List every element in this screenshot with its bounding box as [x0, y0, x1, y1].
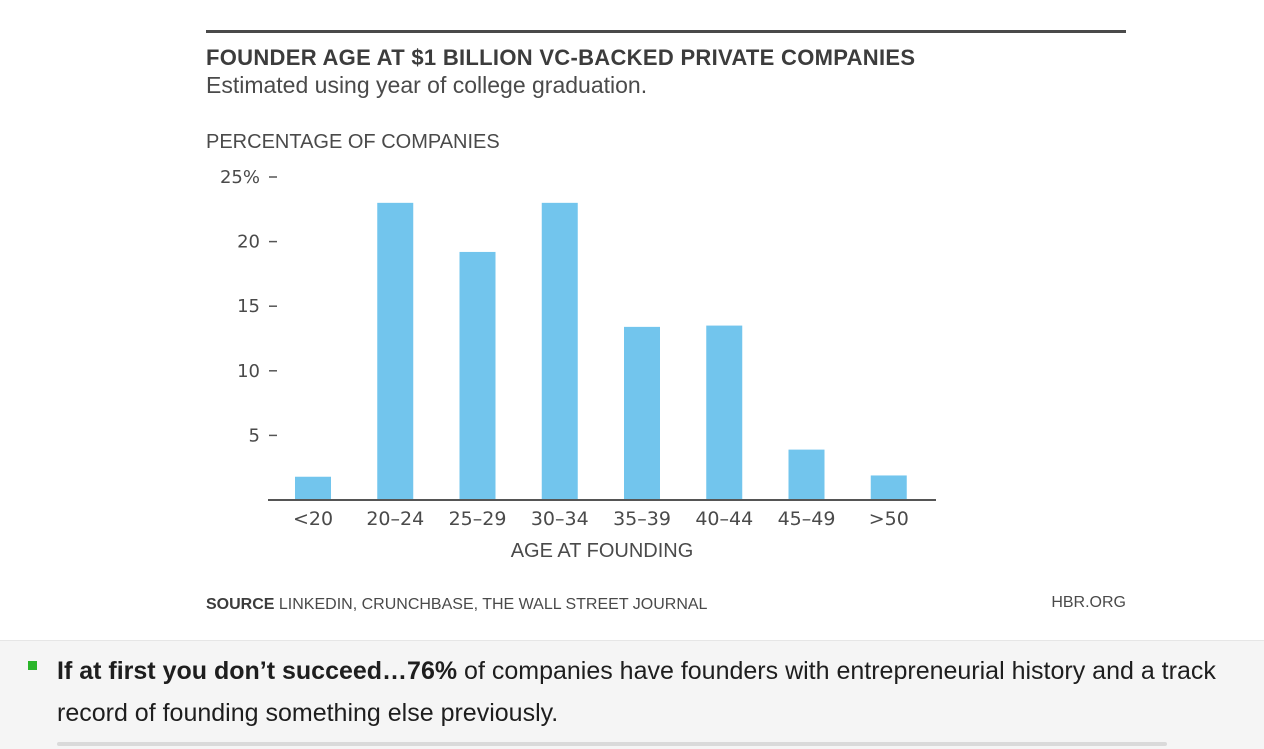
y-tick-label: 5: [249, 425, 260, 446]
chart-subtitle: Estimated using year of college graduati…: [206, 72, 648, 98]
x-tick-label: 25–29: [449, 508, 507, 530]
source-text: LINKEDIN, CRUNCHBASE, THE WALL STREET JO…: [278, 596, 708, 613]
bar: [706, 325, 743, 500]
bar: [788, 449, 825, 500]
x-tick-label: 40–44: [695, 508, 753, 530]
bar: [377, 202, 414, 500]
bullet-marker: [28, 661, 37, 670]
bar: [459, 251, 496, 500]
article-note: [0, 640, 1264, 749]
y-axis-label: PERCENTAGE OF COMPANIES: [206, 131, 500, 153]
y-tick-label: 25%: [220, 167, 260, 188]
chart-title: FOUNDER AGE AT $1 BILLION VC-BACKED PRIV…: [206, 45, 916, 70]
x-tick-label: >50: [869, 508, 909, 530]
next-line-cutoff: [57, 734, 1167, 748]
bar-chart: 5 10 15 20 25% <20 20–24 25–29 30–34 35–39 40–44 45…: [220, 167, 936, 562]
source-line: SOURCE LINKEDIN, CRUNCHBASE, THE WALL ST…: [206, 596, 707, 614]
x-tick-label: <20: [293, 508, 333, 530]
y-tick-label: 15: [237, 296, 260, 317]
bar: [541, 202, 578, 500]
bar: [870, 475, 907, 500]
bar: [295, 476, 331, 500]
y-tick-label: 20: [237, 232, 260, 253]
x-tick-label: 45–49: [778, 508, 836, 530]
y-tick-label: 10: [237, 361, 260, 382]
x-tick-label: 20–24: [366, 508, 424, 530]
source-label: SOURCE: [206, 596, 275, 613]
bullet-bold-text: If at first you don’t succeed…76%: [57, 657, 458, 685]
credit-hbr: HBR.ORG: [1051, 594, 1126, 611]
x-tick-label: 30–34: [531, 508, 589, 530]
x-tick-label: 35–39: [613, 508, 671, 530]
bar: [624, 326, 660, 500]
x-axis-label: AGE AT FOUNDING: [511, 540, 694, 562]
title-rule: [206, 30, 1126, 33]
bullet-paragraph: If at first you don’t succeed…76% of com…: [57, 650, 1237, 734]
bullet-body-text: of companies have founders with entrepre…: [57, 657, 1216, 727]
